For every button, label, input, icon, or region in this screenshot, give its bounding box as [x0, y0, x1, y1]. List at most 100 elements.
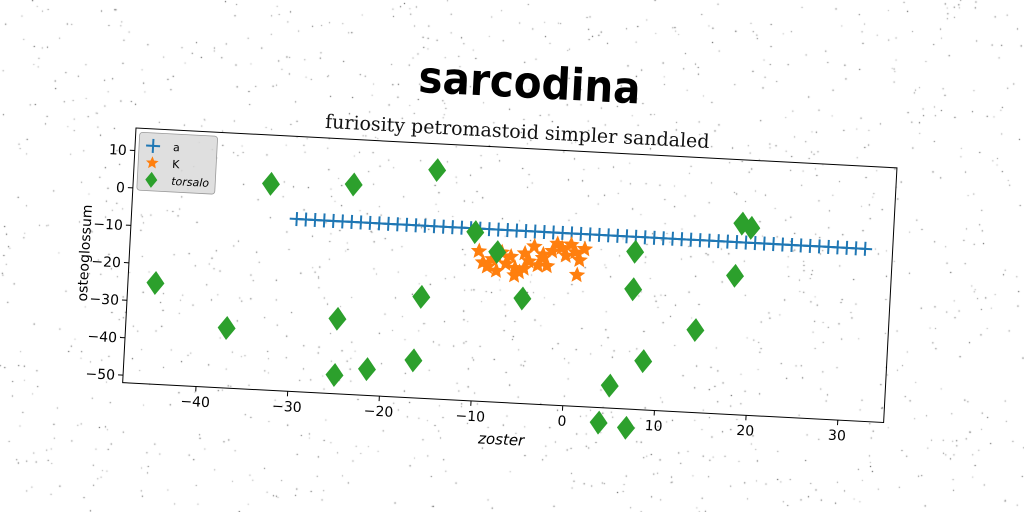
- point-a: [377, 216, 381, 231]
- legend-label: torsalo: [171, 175, 210, 190]
- point-a: [607, 228, 610, 243]
- x-tick-label: −40: [180, 394, 210, 412]
- point-torsalo: [344, 172, 363, 197]
- point-a: [753, 236, 757, 251]
- point-K: [526, 237, 543, 254]
- x-tick-label: 10: [644, 418, 663, 435]
- point-K: [534, 249, 552, 266]
- point-K: [488, 262, 505, 279]
- axes-frame: [122, 127, 898, 424]
- x-axis-label: zoster: [477, 429, 526, 449]
- point-a: [744, 235, 748, 250]
- plot-group: furiosity petromastoid simpler sandaled …: [75, 111, 898, 450]
- point-a: [396, 217, 399, 232]
- point-a: [827, 239, 830, 254]
- point-a: [542, 224, 546, 240]
- chart-title: furiosity petromastoid simpler sandaled: [325, 111, 710, 153]
- y-tick-label: −40: [87, 329, 117, 347]
- point-torsalo: [466, 220, 485, 245]
- series-K: [470, 235, 594, 283]
- x-tick-label: −10: [455, 408, 485, 426]
- point-a: [799, 238, 803, 253]
- point-K: [497, 255, 515, 272]
- legend-marker-torsalo: [145, 171, 158, 188]
- point-torsalo: [726, 263, 745, 288]
- point-a: [808, 238, 812, 253]
- point-K: [479, 257, 496, 274]
- point-a: [836, 240, 839, 255]
- axes: −40 −30 −20 −10 0 10 20 30 10 0 −10 −20 −30 −40 −50: [85, 127, 898, 445]
- series-torsalo: [146, 158, 761, 440]
- point-torsalo: [600, 373, 619, 398]
- point-a: [442, 219, 445, 234]
- y-tick-label: −10: [93, 216, 123, 234]
- point-a: [717, 234, 720, 249]
- legend-box: [136, 131, 218, 195]
- point-a: [332, 213, 335, 229]
- legend-label: K: [172, 158, 181, 171]
- point-torsalo: [733, 211, 752, 236]
- y-tick-label: −50: [85, 366, 115, 384]
- point-torsalo: [404, 348, 423, 373]
- point-a: [304, 212, 308, 227]
- y-tick-label: −20: [91, 254, 121, 272]
- point-a: [671, 231, 674, 246]
- point-a: [689, 232, 693, 247]
- point-a: [497, 222, 500, 237]
- point-a: [680, 232, 684, 247]
- point-a: [524, 224, 528, 239]
- point-K: [470, 242, 488, 259]
- point-a: [515, 223, 519, 238]
- point-a: [845, 240, 849, 255]
- point-K: [563, 236, 580, 252]
- point-K: [576, 240, 594, 257]
- point-a: [405, 217, 409, 232]
- point-torsalo: [634, 349, 653, 374]
- legend-label: a: [173, 141, 180, 154]
- point-a: [781, 237, 784, 252]
- point-a: [588, 227, 592, 242]
- point-torsalo: [261, 171, 280, 196]
- point-torsalo: [624, 277, 643, 302]
- point-a: [387, 216, 390, 231]
- point-a: [625, 229, 629, 244]
- point-a: [368, 215, 372, 230]
- point-a: [552, 225, 555, 240]
- point-torsalo: [488, 240, 507, 265]
- point-a: [662, 231, 665, 246]
- point-a: [762, 236, 766, 251]
- series-a: [289, 211, 873, 256]
- x-tick-label: 0: [557, 413, 567, 429]
- point-torsalo: [428, 158, 447, 183]
- point-a: [359, 215, 363, 230]
- point-torsalo: [412, 284, 431, 309]
- point-a: [423, 218, 427, 233]
- point-a: [698, 233, 702, 248]
- point-a: [295, 211, 299, 227]
- x-tick-label: 30: [828, 428, 847, 445]
- y-tick-label: 10: [109, 142, 128, 159]
- x-tick-label: −30: [272, 399, 302, 417]
- point-a: [487, 222, 491, 237]
- point-a: [506, 223, 509, 238]
- point-torsalo: [742, 215, 761, 240]
- point-torsalo: [513, 286, 532, 311]
- legend-marker-a: [151, 138, 155, 153]
- point-a: [817, 239, 821, 254]
- point-a: [652, 230, 656, 245]
- point-torsalo: [589, 410, 608, 435]
- point-torsalo: [328, 306, 347, 331]
- point-torsalo: [616, 415, 635, 440]
- point-K: [515, 259, 533, 276]
- point-a: [341, 214, 344, 229]
- point-torsalo: [146, 270, 165, 295]
- point-a: [414, 218, 418, 233]
- point-a: [432, 219, 436, 234]
- point-a: [643, 230, 647, 245]
- point-a: [863, 241, 867, 256]
- point-a: [790, 237, 794, 253]
- point-a: [579, 226, 583, 241]
- legend-marker-K: [145, 156, 159, 169]
- point-a: [616, 228, 619, 243]
